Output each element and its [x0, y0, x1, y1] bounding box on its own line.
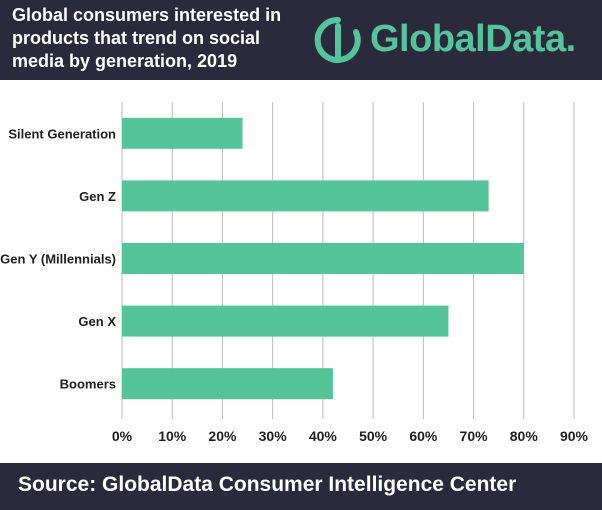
- footer-banner: Source: GlobalData Consumer Intelligence…: [0, 463, 602, 510]
- bar: [122, 180, 489, 212]
- title-line-3: media by generation, 2019: [12, 51, 238, 71]
- category-label: Gen Z: [79, 189, 116, 204]
- x-tick-label: 70%: [460, 428, 489, 444]
- bar: [122, 305, 449, 337]
- x-tick-label: 20%: [208, 428, 237, 444]
- bar-chart: 0% 10% 20% 30% 40% 50% 60% 70% 80% 90% Silent Gene…: [0, 102, 589, 444]
- source-note: Source: GlobalData Consumer Intelligence…: [18, 473, 517, 496]
- x-tick-label: 60%: [409, 428, 438, 444]
- globaldata-logo: GlobalData.: [310, 10, 595, 70]
- bar: [122, 117, 243, 149]
- title-line-2: products that trend on social: [12, 28, 261, 48]
- x-tick-label: 0%: [112, 428, 133, 444]
- logo-wordmark: GlobalData.: [370, 18, 576, 60]
- x-tick-label: 90%: [560, 428, 589, 444]
- category-label: Gen X: [78, 314, 116, 329]
- chart-title: Global consumers interested in products …: [12, 4, 312, 73]
- globaldata-logo-icon: [314, 16, 361, 63]
- category-label: Gen Y (Millennials): [0, 252, 116, 267]
- x-tick-label: 30%: [259, 428, 288, 444]
- x-tick-label: 10%: [158, 428, 187, 444]
- title-line-1: Global consumers interested in: [12, 5, 282, 25]
- x-tick-label: 80%: [510, 428, 539, 444]
- category-label: Silent Generation: [8, 126, 116, 141]
- x-tick-label: 40%: [309, 428, 338, 444]
- bar: [122, 368, 333, 400]
- header-banner: Global consumers interested in products …: [0, 0, 602, 80]
- x-tick-label: 50%: [359, 428, 388, 444]
- category-label: Boomers: [60, 377, 116, 392]
- bar: [122, 243, 524, 274]
